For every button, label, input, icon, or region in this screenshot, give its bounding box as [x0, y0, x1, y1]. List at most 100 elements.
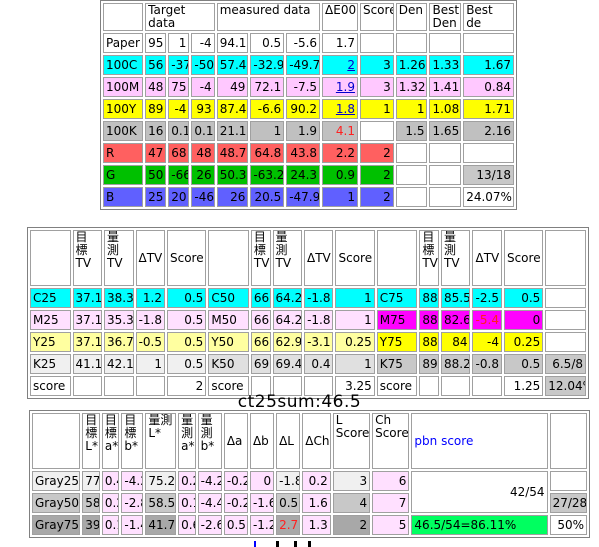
table-row: Gray75 39 0.1 -1.4 41.7 0.6 -2.6 0.5 -1.…: [32, 515, 587, 535]
row-label: 100M: [103, 77, 144, 97]
header-blank: [549, 413, 587, 469]
table2-header-row: 目標TV 量測TV ΔTV Score 目標TV 量測TV ΔTV Score …: [30, 230, 586, 286]
delta-tv: -1.8: [304, 288, 334, 308]
target-a: 1: [168, 33, 190, 53]
gray-label: Gray25: [32, 471, 81, 491]
header-delta-l: ΔL: [276, 413, 301, 469]
summary-fraction: 6.5/8: [545, 354, 586, 374]
score: 0: [503, 310, 544, 330]
score: 1: [359, 99, 394, 119]
row-label: Paper: [103, 33, 144, 53]
delta-l: 2.7: [276, 515, 301, 535]
patch-label: Y75: [376, 332, 418, 352]
score-total: 3.25: [335, 376, 375, 396]
measured-l: 21.1: [216, 121, 249, 141]
blank: [441, 376, 471, 396]
measured-l: 49: [216, 77, 249, 97]
header-score: Score: [503, 230, 544, 286]
table-row: Y25 37.1 36.7 -0.5 0.5 Y50 66 62.9 -3.1 …: [30, 332, 586, 352]
measured-a: 0.2: [178, 471, 196, 491]
measured-l: 57.4: [216, 55, 249, 75]
best-den: [429, 143, 462, 163]
target-tv: 88: [419, 288, 439, 308]
target-l: 39: [82, 515, 100, 535]
color-patch-table: Target data measured data ΔE00 Score Den…: [100, 0, 517, 210]
target-b: -4: [191, 77, 215, 97]
target-tv: 69: [250, 354, 271, 374]
best-den: 1.33: [429, 55, 462, 75]
header-score: Score: [335, 230, 375, 286]
score-label: score: [376, 376, 418, 396]
target-a: 0.2: [101, 493, 120, 513]
score-total: 2: [167, 376, 207, 396]
header-target-b: 目標b*: [121, 413, 144, 469]
measured-tv: 42.1: [104, 354, 134, 374]
blank: [72, 376, 103, 396]
table-row: K25 41.1 42.1 1 0.5 K50 69 69.4 0.4 1 K7…: [30, 354, 586, 374]
blank: [104, 376, 134, 396]
measured-b: -5.6: [286, 33, 321, 53]
delta-e-link[interactable]: 1.9: [322, 77, 358, 97]
target-tv: 88: [419, 310, 439, 330]
header-target-tv: 目標TV: [419, 230, 439, 286]
target-tv: 89: [419, 354, 439, 374]
score: 2: [359, 143, 394, 163]
blank: [419, 376, 439, 396]
patch-label: C50: [208, 288, 249, 308]
header-target-l: 目標L*: [82, 413, 100, 469]
measured-b: 24.3: [286, 165, 321, 185]
target-a: -66: [168, 165, 190, 185]
score: 1: [335, 354, 375, 374]
delta-tv: 1.2: [135, 288, 165, 308]
delta-e-link[interactable]: 2: [322, 55, 358, 75]
target-a: 0.1: [168, 121, 190, 141]
target-b: -2.8: [121, 493, 144, 513]
fragment-mark: [254, 541, 256, 547]
header-target-a: 目標a*: [101, 413, 120, 469]
table-row: R 47 68 48 48.7 64.8 43.8 2.2 2: [103, 143, 514, 163]
l-score: 2: [332, 515, 371, 535]
patch-label: K75: [376, 354, 418, 374]
side-fraction: 27/28: [549, 493, 587, 513]
measured-a: -63.2: [250, 165, 285, 185]
row-label: G: [103, 165, 144, 185]
score-total: 1.25: [503, 376, 544, 396]
measured-l: 75.2: [145, 471, 177, 491]
measured-tv: 62.9: [272, 332, 302, 352]
target-tv: 37.1: [72, 310, 103, 330]
delta-e-link[interactable]: 1.8: [322, 99, 358, 119]
target-a: -37: [168, 55, 190, 75]
den: 1.26: [395, 55, 428, 75]
blank: [135, 376, 165, 396]
best-den: [429, 33, 462, 53]
score: 0.5: [503, 288, 544, 308]
measured-tv: 82.6: [441, 310, 471, 330]
delta-tv: -3.1: [304, 332, 334, 352]
l-score: 3: [332, 471, 371, 491]
blank: [304, 376, 334, 396]
best-de-fraction: 13/18: [463, 165, 514, 185]
best-den: 1.41: [429, 77, 462, 97]
header-measured-tv: 量測TV: [441, 230, 471, 286]
measured-l: 94.1: [216, 33, 249, 53]
table-row: M25 37.1 35.3 -1.8 0.5 M50 66 64.2 -1.8 …: [30, 310, 586, 330]
table-row: 100Y 89 -4 93 87.4 -6.6 90.2 1.8 1 1 1.0…: [103, 99, 514, 119]
target-a: 75: [168, 77, 190, 97]
row-label: 100Y: [103, 99, 144, 119]
target-b: 93: [191, 99, 215, 119]
delta-b: 0: [249, 471, 275, 491]
measured-l: 87.4: [216, 99, 249, 119]
delta-e: 4.1: [322, 121, 358, 141]
patch-label: M75: [376, 310, 418, 330]
header-den: Den: [395, 3, 428, 31]
score: 2: [359, 187, 394, 207]
measured-a: 0.1: [178, 493, 196, 513]
patch-label: M25: [30, 310, 71, 330]
den: 1: [395, 99, 428, 119]
measured-b: -4.2: [197, 471, 222, 491]
delta-e: 0.9: [322, 165, 358, 185]
delta-ch: 1.6: [302, 493, 331, 513]
target-b: 0.1: [191, 121, 215, 141]
measured-b: -7.5: [286, 77, 321, 97]
score: 0.5: [167, 332, 207, 352]
